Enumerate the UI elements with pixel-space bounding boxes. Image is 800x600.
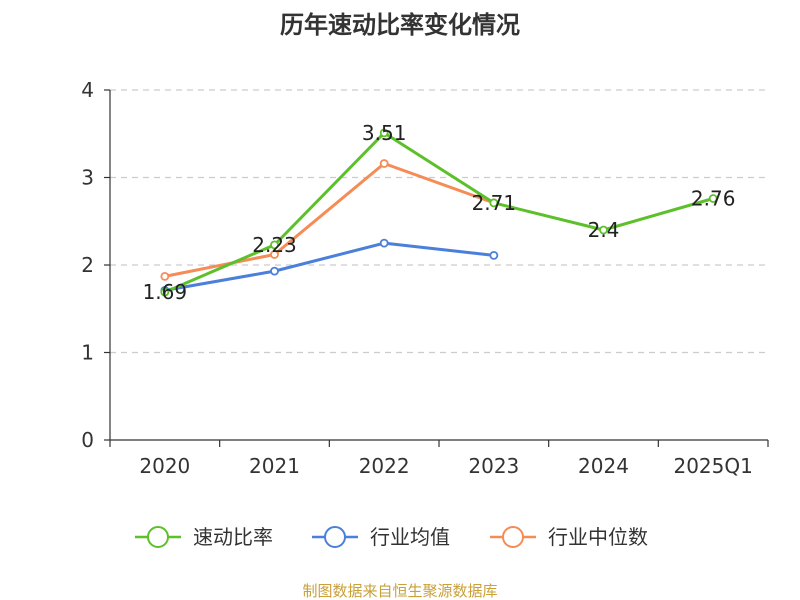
data-label: 1.69 (143, 280, 188, 304)
data-label: 2.76 (691, 187, 736, 211)
y-tick-label: 2 (81, 253, 94, 277)
x-tick-label: 2022 (359, 454, 410, 478)
legend-item[interactable]: 行业均值 (312, 525, 450, 549)
data-point (160, 287, 170, 297)
x-tick-label: 2023 (468, 454, 519, 478)
data-label: 2.71 (472, 191, 517, 215)
grid-lines (110, 89, 768, 354)
legend-marker (502, 526, 524, 548)
legend-item[interactable]: 速动比率 (135, 525, 273, 549)
legend-marker (324, 526, 346, 548)
series-lines (160, 128, 718, 297)
data-point (489, 250, 499, 260)
data-point (489, 198, 499, 208)
data-point (270, 240, 279, 250)
source-note: 制图数据来自恒生聚源数据库 (302, 582, 497, 600)
data-point (379, 128, 389, 138)
tick-labels: 0 1 2 3 4 2020 2021 2022 2023 2024 2025Q1 (81, 78, 769, 478)
legend: 速动比率 行业均值 行业中位数 (135, 525, 648, 549)
data-point (379, 159, 389, 168)
data-point (270, 266, 279, 276)
data-label: 2.23 (252, 233, 297, 257)
legend-label: 速动比率 (193, 525, 273, 549)
series-line (164, 131, 714, 294)
y-tick-label: 4 (81, 78, 94, 102)
data-point (270, 250, 279, 259)
legend-marker (147, 526, 169, 548)
legend-label: 行业中位数 (548, 525, 648, 549)
series-line (164, 162, 495, 278)
legend-label: 行业均值 (370, 525, 450, 549)
axes (109, 90, 768, 441)
x-tick-label: 2025Q1 (673, 454, 752, 478)
x-tick-label: 2020 (139, 454, 190, 478)
x-tick-label: 2024 (578, 454, 629, 478)
legend-item[interactable]: 行业中位数 (490, 525, 648, 549)
data-point (160, 271, 170, 281)
y-tick-label: 0 (81, 428, 94, 452)
chart-title: 历年速动比率变化情况 (280, 11, 520, 39)
data-labels: 1.69 2.23 3.51 2.71 2.4 2.76 (143, 121, 736, 304)
data-point (708, 194, 718, 203)
series-line (164, 241, 494, 292)
data-label: 3.51 (362, 121, 407, 145)
x-tick-label: 2021 (249, 454, 300, 478)
y-tick-label: 3 (81, 166, 94, 190)
y-tick-label: 1 (81, 341, 94, 365)
data-point (599, 225, 608, 235)
data-point (379, 238, 389, 248)
data-label: 2.4 (588, 218, 620, 242)
